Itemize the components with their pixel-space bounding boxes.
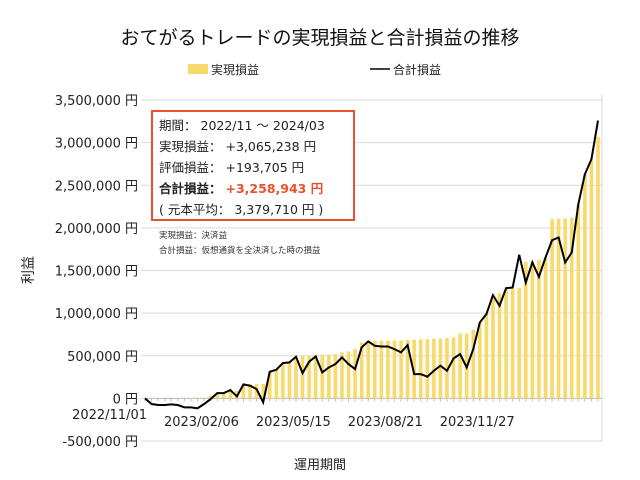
realized-row: 実現損益： +3,065,238 円: [159, 136, 353, 157]
bar-realized: [504, 289, 508, 399]
bar-realized: [596, 137, 600, 399]
bar-realized: [366, 341, 371, 399]
principal-row: ( 元本平均： 3,379,710 円 ): [159, 202, 324, 217]
bar-realized: [353, 349, 357, 399]
summary-box: 期間： 2022/11 ～ 2024/03 実現損益： +3,065,238 円…: [151, 110, 355, 221]
y-tick-label: 500,000 円: [67, 350, 138, 365]
bar-realized: [221, 394, 226, 399]
x-axis-label: 運用期間: [294, 458, 346, 473]
bar-realized: [287, 361, 292, 399]
bar-realized: [497, 293, 502, 399]
bar-realized: [392, 340, 397, 399]
unrealized-value: +193,705 円: [225, 160, 305, 175]
bar-realized: [589, 159, 594, 399]
bar-realized: [208, 395, 213, 399]
legend-label-total: 合計損益: [393, 62, 441, 77]
y-tick-label: 1,000,000 円: [55, 307, 138, 322]
y-axis-label: 利益: [21, 256, 37, 284]
bar-realized: [563, 218, 567, 399]
bar-realized: [432, 338, 436, 399]
bar-realized: [202, 397, 206, 399]
x-tick-label: 2023/08/21: [348, 415, 423, 430]
chart-title: おてがるトレードの実現損益と合計損益の推移: [120, 27, 519, 49]
series-line-total: [144, 120, 599, 410]
bar-realized: [484, 314, 489, 399]
x-tick-label: 2023/11/27: [440, 415, 515, 430]
bar-realized: [412, 339, 416, 399]
bar-realized: [320, 354, 325, 399]
bar-realized: [445, 338, 449, 399]
period-value: 2022/11 ～ 2024/03: [200, 118, 325, 133]
bar-realized: [340, 352, 344, 399]
total-label: 合計損益：: [159, 181, 222, 196]
y-tick-label: 1,500,000 円: [55, 265, 138, 280]
bar-realized: [261, 384, 265, 399]
bar-realized: [491, 299, 495, 399]
bar-realized: [537, 259, 541, 399]
legend: 実現損益 合計損益: [188, 62, 441, 77]
bar-realized: [576, 204, 581, 399]
bar-realized: [241, 385, 246, 399]
note-total: 合計損益：仮想通貨を全決済した時の損益: [159, 246, 321, 256]
total-row: 合計損益： +3,258,943 円: [159, 178, 353, 199]
period-row: 期間： 2022/11 ～ 2024/03: [159, 115, 353, 136]
bar-realized: [523, 261, 528, 399]
x-tick-label: 2023/05/15: [256, 415, 331, 430]
realized-label: 実現損益：: [159, 139, 222, 154]
bar-realized: [274, 369, 279, 399]
bar-realized: [471, 329, 476, 399]
bar-realized: [510, 288, 515, 399]
note-realized: 実現損益：決済益: [159, 231, 228, 241]
bar-realized: [517, 288, 522, 399]
unrealized-row: 評価損益： +193,705 円: [159, 157, 353, 178]
y-tick-label: 3,000,000 円: [55, 137, 138, 152]
bar-realized: [478, 322, 482, 399]
bar-realized: [530, 260, 535, 399]
bar-realized: [333, 354, 338, 399]
bar-realized: [451, 337, 456, 399]
bar-realized: [399, 340, 403, 399]
bar-realized: [543, 257, 548, 399]
bar-realized: [359, 342, 364, 399]
bar-realized: [556, 218, 561, 399]
bar-realized: [379, 340, 384, 399]
bar-realized: [281, 363, 285, 399]
bar-realized: [405, 340, 410, 399]
bar-realized: [215, 394, 220, 399]
y-tick-label: 0 円: [113, 392, 138, 407]
bar-realized: [346, 351, 351, 399]
bar-realized: [267, 371, 272, 399]
bar-realized: [425, 339, 430, 399]
bar-realized: [372, 340, 377, 399]
legend-label-realized: 実現損益: [211, 62, 259, 77]
bar-realized: [248, 384, 252, 399]
bar-realized: [569, 217, 574, 399]
period-label: 期間：: [159, 118, 197, 133]
unrealized-label: 評価損益：: [159, 160, 222, 175]
bar-realized: [307, 355, 311, 399]
bar-realized: [583, 174, 587, 399]
total-value: +3,258,943 円: [225, 181, 324, 196]
bar-realized: [438, 338, 443, 399]
bar-realized: [294, 357, 298, 399]
y-tick-label: 2,500,000 円: [55, 179, 138, 194]
x-tick-label: 2023/02/06: [164, 415, 239, 430]
bar-realized: [313, 355, 318, 399]
bar-realized: [228, 390, 233, 399]
y-tick-label: -500,000 円: [62, 435, 138, 450]
y-tick-label: 2,000,000 円: [55, 222, 138, 237]
y-tick-label: 3,500,000 円: [55, 94, 138, 109]
bar-realized: [327, 354, 331, 399]
bar-realized: [550, 219, 554, 399]
bar-realized: [386, 340, 390, 399]
bar-realized: [300, 355, 305, 399]
bar-realized: [418, 339, 423, 399]
x-tick-label: 2022/11/01: [72, 408, 147, 423]
realized-value: +3,065,238 円: [225, 139, 317, 154]
bar-realized: [458, 333, 462, 399]
legend-swatch-realized: [188, 64, 208, 74]
